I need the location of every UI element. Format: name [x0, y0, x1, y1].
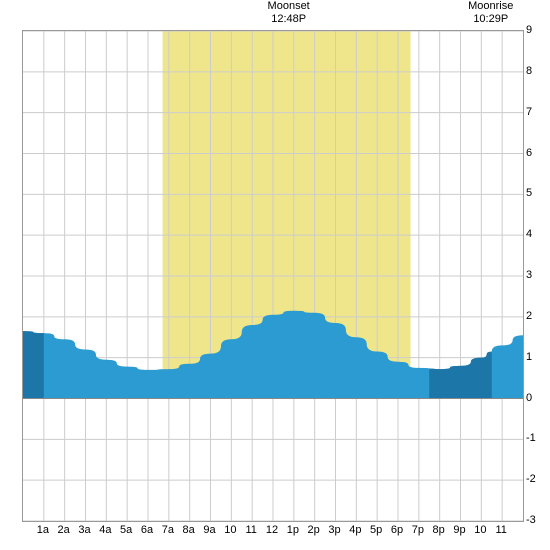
y-tick-label: 8 [526, 65, 532, 77]
plot-area [22, 30, 524, 522]
x-tick-label: 3a [77, 524, 93, 536]
x-tick-label: 2p [306, 524, 322, 536]
x-tick-label: 12 [264, 524, 280, 536]
moonset-title: Moonset [259, 0, 319, 13]
plot-svg [23, 31, 523, 521]
x-tick-label: 7p [410, 524, 426, 536]
y-tick-label: 4 [526, 228, 532, 240]
y-tick-label: 7 [526, 106, 532, 118]
x-tick-label: 4a [97, 524, 113, 536]
x-tick-label: 1p [285, 524, 301, 536]
y-tick-label: 6 [526, 147, 532, 159]
x-tick-label: 1a [35, 524, 51, 536]
x-tick-label: 5a [118, 524, 134, 536]
tide-chart: Moonset 12:48P Moonrise 10:29P -3-2-1012… [0, 0, 550, 550]
x-tick-label: 11 [243, 524, 259, 536]
x-tick-label: 9p [452, 524, 468, 536]
y-tick-label: -2 [526, 473, 536, 485]
y-tick-label: 2 [526, 310, 532, 322]
moonrise-time: 10:29P [461, 13, 521, 26]
x-tick-label: 4p [347, 524, 363, 536]
x-tick-label: 5p [368, 524, 384, 536]
x-tick-label: 2a [56, 524, 72, 536]
x-tick-label: 7a [160, 524, 176, 536]
x-tick-label: 9a [202, 524, 218, 536]
x-tick-label: 3p [327, 524, 343, 536]
y-tick-label: 9 [526, 24, 532, 36]
x-tick-label: 10 [222, 524, 238, 536]
x-tick-label: 11 [493, 524, 509, 536]
top-labels: Moonset 12:48P Moonrise 10:29P [0, 0, 550, 30]
y-tick-label: -1 [526, 432, 536, 444]
y-tick-label: 0 [526, 392, 532, 404]
x-tick-label: 6p [389, 524, 405, 536]
x-tick-label: 10 [472, 524, 488, 536]
x-tick-label: 6a [139, 524, 155, 536]
x-tick-label: 8a [181, 524, 197, 536]
x-tick-label: 8p [431, 524, 447, 536]
y-tick-label: 5 [526, 187, 532, 199]
moonset-time: 12:48P [259, 13, 319, 26]
moonrise-title: Moonrise [461, 0, 521, 13]
y-tick-label: -3 [526, 514, 536, 526]
y-tick-label: 1 [526, 351, 532, 363]
y-tick-label: 3 [526, 269, 532, 281]
